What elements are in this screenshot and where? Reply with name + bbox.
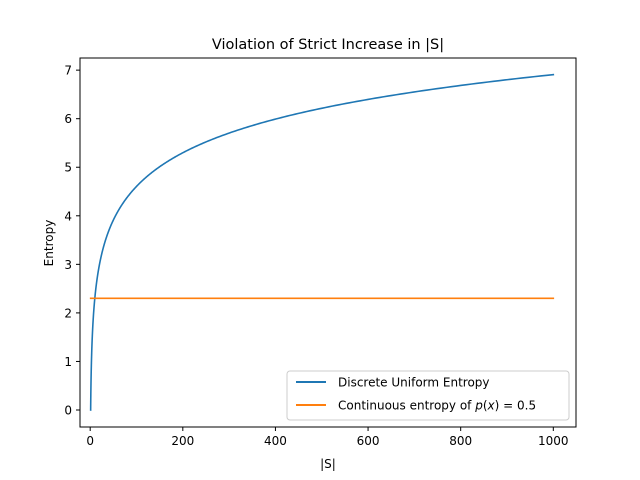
y-axis-ticks: 0 1 2 3 4 5 6 7 [64, 64, 80, 418]
x-tick-label: 600 [357, 434, 380, 448]
x-axis-label: |S| [320, 457, 336, 471]
legend-frame [286, 370, 570, 421]
y-tick-label: 4 [64, 209, 72, 223]
x-axis-ticks: 0 200 400 600 800 1000 [86, 427, 569, 448]
series-layer [89, 73, 555, 411]
y-tick-label: 6 [64, 112, 72, 126]
legend-label-continuous: Continuous entropy of p(x) = 0.5 [338, 399, 536, 413]
series-line-0 [89, 73, 555, 411]
plot-frame [79, 57, 577, 428]
legend-label-discrete: Discrete Uniform Entropy [338, 376, 490, 390]
y-tick-label: 7 [64, 64, 72, 78]
y-axis-label: Entropy [42, 220, 56, 267]
y-tick-label: 5 [64, 161, 72, 175]
x-tick-label: 0 [86, 434, 94, 448]
y-tick-label: 3 [64, 258, 72, 272]
y-tick-label: 2 [64, 306, 72, 320]
x-tick-label: 200 [171, 434, 194, 448]
x-tick-label: 800 [449, 434, 472, 448]
chart-title: Violation of Strict Increase in |S| [212, 37, 444, 53]
y-tick-label: 0 [64, 404, 72, 418]
x-tick-label: 1000 [538, 434, 569, 448]
x-tick-label: 400 [264, 434, 287, 448]
plot-area [80, 58, 576, 427]
y-tick-label: 1 [64, 355, 72, 369]
legend: Discrete Uniform Entropy Continuous entr… [286, 370, 570, 421]
